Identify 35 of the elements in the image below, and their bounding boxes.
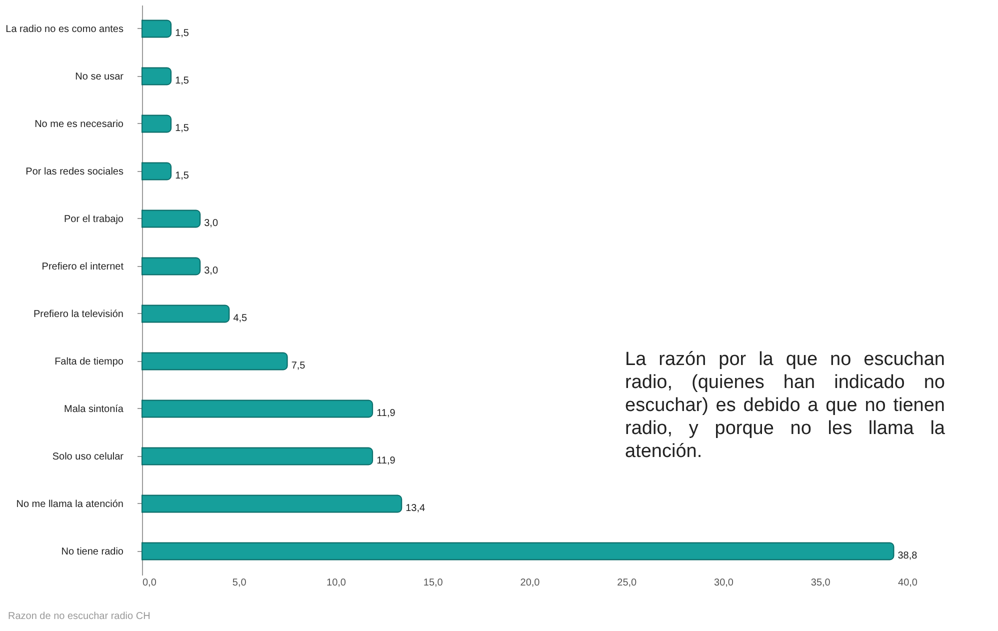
x-tick-label: 10,0 (326, 578, 346, 588)
x-tick-label: 35,0 (810, 578, 831, 588)
y-tick-label: Prefiero el internet (42, 261, 124, 272)
data-label: 1,5 (175, 122, 190, 134)
x-tick-label: 40,0 (898, 578, 918, 588)
x-tick-label: 0,0 (142, 578, 157, 588)
data-label: 38,8 (898, 550, 918, 562)
data-label: 1,5 (175, 170, 190, 182)
y-tick-label: No tiene radio (61, 546, 124, 558)
data-label: 11,9 (376, 408, 396, 419)
data-label: 1,5 (175, 75, 190, 86)
x-tick-label: 30,0 (714, 578, 734, 588)
data-label: 3,0 (204, 218, 218, 229)
data-label: 11,9 (376, 455, 396, 466)
y-tick-label: La radio no es como antes (6, 24, 124, 35)
data-label: 1,5 (175, 28, 190, 39)
data-label: 3,0 (204, 265, 218, 276)
y-tick-label: Por el trabajo (64, 214, 124, 225)
y-tick-label: No me llama la atención (16, 498, 124, 510)
text: Razon de no escuchar radio CH (8, 611, 150, 622)
annotation: La razón por la que no escuchan radio, (quienes han indicado no escuchar) es debido a que no tienen radio, y porque no les llama la atención. (625, 348, 945, 463)
x-tick-label: 25,0 (617, 578, 638, 588)
y-tick-label: Falta de tiempo (54, 356, 124, 368)
y-tick-label: Prefiero la televisión (33, 308, 124, 320)
x-tick-label: 20,0 (520, 578, 540, 588)
y-tick-label: Solo uso celular (52, 451, 124, 462)
data-label: 13,4 (406, 502, 426, 514)
data-label: 4,5 (233, 312, 248, 324)
x-tick-label: 15,0 (423, 578, 444, 588)
data-label: 7,5 (291, 360, 306, 372)
y-tick-label: Mala sintonía (64, 404, 124, 415)
y-tick-label: No me es necesario (34, 118, 124, 130)
y-tick-label: Por las redes sociales (26, 166, 124, 178)
x-tick-label: 5,0 (232, 578, 247, 588)
y-tick-label: No se usar (75, 71, 124, 82)
